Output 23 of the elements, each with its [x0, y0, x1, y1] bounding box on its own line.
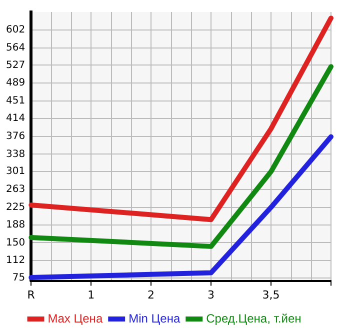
y-tick-label: 263 — [6, 184, 26, 196]
y-tick-label: 527 — [6, 60, 26, 71]
y-tick-label: 602 — [6, 24, 26, 36]
x-tick-label: 2 — [148, 288, 155, 302]
legend-label: Max Цена — [48, 311, 103, 326]
y-tick-label: 301 — [6, 166, 26, 178]
y-tick-label: 338 — [6, 148, 26, 160]
y-tick-label: 451 — [6, 96, 26, 107]
y-tick-label: 225 — [6, 202, 26, 213]
legend-label: Сред.Цена, т.йен — [206, 311, 302, 326]
y-tick-label: 150 — [6, 237, 26, 248]
x-tick-label: 3,5 — [262, 288, 280, 302]
y-tick-label: 188 — [6, 219, 26, 230]
y-tick-label: 376 — [6, 130, 26, 142]
y-tick-label: 414 — [6, 112, 26, 124]
x-tick-label: 1 — [88, 288, 95, 302]
y-tick-label: 75 — [12, 272, 26, 284]
x-tick-label: 3 — [208, 288, 215, 302]
legend-label: Min Цена — [128, 311, 180, 326]
y-tick-label: 112 — [6, 255, 26, 266]
y-tick-label: 489 — [6, 78, 26, 89]
y-tick-label: 564 — [6, 42, 26, 54]
x-tick-label: R — [27, 288, 36, 302]
